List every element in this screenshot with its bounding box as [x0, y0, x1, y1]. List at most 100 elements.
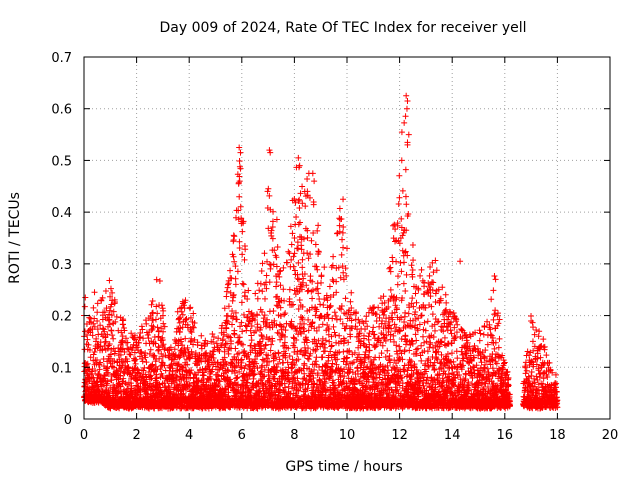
data-point: [219, 336, 226, 343]
data-point: [398, 215, 405, 222]
data-point: [128, 330, 135, 337]
data-point: [280, 286, 287, 293]
data-point: [132, 336, 139, 343]
data-point: [188, 348, 195, 355]
data-point: [99, 325, 106, 332]
data-point: [398, 129, 405, 136]
data-point: [110, 335, 117, 342]
data-point: [338, 251, 345, 258]
data-point: [340, 244, 347, 251]
data-point: [150, 323, 157, 330]
data-point: [223, 325, 230, 332]
data-point: [198, 342, 205, 349]
data-point: [386, 265, 393, 272]
data-point: [418, 266, 425, 273]
data-point: [273, 279, 280, 286]
data-point: [241, 365, 248, 372]
data-point: [328, 264, 335, 271]
data-point: [97, 359, 104, 366]
data-point: [412, 290, 419, 297]
data-point: [241, 374, 248, 381]
data-point: [245, 287, 252, 294]
data-point: [154, 324, 161, 331]
data-point: [406, 347, 413, 354]
data-point: [238, 299, 245, 306]
data-point: [313, 263, 320, 270]
data-point: [413, 337, 420, 344]
data-point: [229, 308, 236, 315]
data-point: [137, 330, 144, 337]
data-point: [225, 367, 232, 374]
data-point: [158, 359, 165, 366]
data-point: [296, 297, 303, 304]
data-point: [204, 340, 211, 347]
data-point: [157, 366, 164, 373]
data-point: [227, 334, 234, 341]
data-point: [101, 309, 108, 316]
data-point: [161, 362, 168, 369]
data-point: [216, 347, 223, 354]
data-point: [106, 340, 113, 347]
data-point: [90, 320, 97, 327]
data-point: [102, 338, 109, 345]
data-point: [176, 315, 183, 322]
data-point: [228, 368, 235, 375]
data-point: [242, 389, 249, 396]
data-point: [232, 214, 239, 221]
data-point: [319, 354, 326, 361]
data-point: [230, 253, 237, 260]
data-point: [214, 383, 221, 390]
data-point: [91, 348, 98, 355]
data-point: [339, 236, 346, 243]
data-point: [308, 237, 315, 244]
data-point: [246, 318, 253, 325]
data-point: [393, 258, 400, 265]
data-point: [268, 341, 275, 348]
data-point: [396, 194, 403, 201]
data-point: [305, 327, 312, 334]
data-point: [298, 313, 305, 320]
data-point: [356, 330, 363, 337]
data-point: [239, 328, 246, 335]
data-point: [220, 329, 227, 336]
data-point: [159, 336, 166, 343]
data-point: [149, 309, 156, 316]
data-point: [237, 165, 244, 172]
data-point: [183, 315, 190, 322]
data-point: [184, 361, 191, 368]
data-point: [120, 375, 127, 382]
data-point: [155, 333, 162, 340]
data-point: [98, 297, 105, 304]
data-point: [149, 310, 156, 317]
data-point: [305, 255, 312, 262]
data-point: [256, 287, 263, 294]
data-point: [139, 358, 146, 365]
data-point: [134, 366, 141, 373]
data-point: [405, 310, 412, 317]
data-point: [417, 272, 424, 279]
data-point: [315, 222, 322, 229]
data-point: [336, 222, 343, 229]
data-point: [223, 360, 230, 367]
data-point: [232, 309, 239, 316]
data-point: [102, 288, 109, 295]
data-point: [179, 324, 186, 331]
data-point: [336, 205, 343, 212]
data-point: [396, 172, 403, 179]
data-point: [242, 246, 249, 253]
data-point: [348, 289, 355, 296]
data-point: [109, 289, 116, 296]
data-point: [108, 312, 115, 319]
data-point: [330, 253, 337, 260]
data-point: [328, 342, 335, 349]
data-point: [387, 268, 394, 275]
data-point: [402, 193, 409, 200]
data-point: [85, 341, 92, 348]
data-point: [210, 338, 217, 345]
data-point: [392, 302, 399, 309]
data-point: [319, 321, 326, 328]
data-point: [169, 371, 176, 378]
data-point: [143, 320, 150, 327]
data-point: [199, 366, 206, 373]
